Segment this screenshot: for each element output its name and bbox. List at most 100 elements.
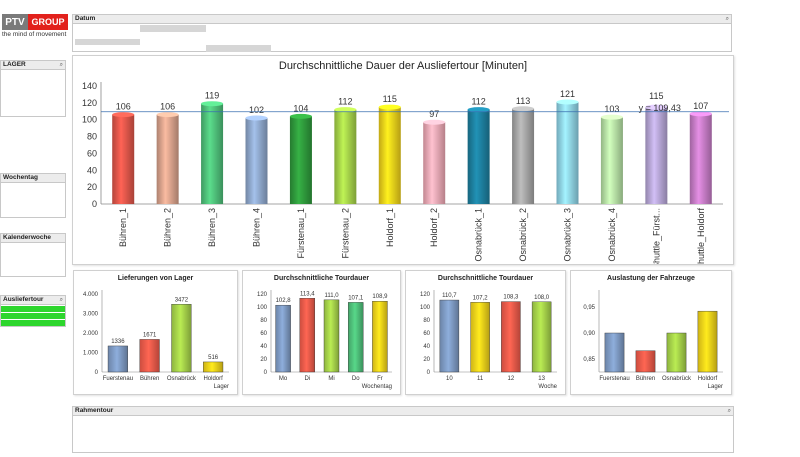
bar[interactable] <box>645 107 668 204</box>
bar[interactable] <box>107 345 128 373</box>
date-cell[interactable] <box>75 32 140 39</box>
bar[interactable] <box>203 361 224 373</box>
date-cell[interactable] <box>271 45 336 52</box>
date-cell[interactable] <box>533 45 598 52</box>
date-cell[interactable] <box>598 25 663 32</box>
bar[interactable] <box>666 332 687 373</box>
bar[interactable] <box>201 103 224 204</box>
rahmentour-item[interactable] <box>623 445 733 452</box>
rahmentour-item[interactable] <box>183 438 293 445</box>
date-cell[interactable] <box>271 39 336 46</box>
date-cell[interactable] <box>402 32 467 39</box>
date-cell[interactable] <box>598 45 663 52</box>
rahmentour-item[interactable] <box>293 438 403 445</box>
date-cell[interactable] <box>402 45 467 52</box>
rahmentour-item[interactable] <box>623 431 733 438</box>
date-cell[interactable] <box>664 25 729 32</box>
date-cell[interactable] <box>75 25 140 32</box>
rahmentour-item[interactable] <box>183 445 293 452</box>
lager-listbox[interactable]: LAGER ⌕ <box>0 60 66 117</box>
date-cell[interactable] <box>598 39 663 46</box>
date-cell[interactable] <box>337 32 402 39</box>
date-cell[interactable] <box>205 45 272 53</box>
bar[interactable] <box>556 102 579 204</box>
bar[interactable] <box>299 298 316 373</box>
rahmentour-item[interactable] <box>73 424 183 431</box>
bar[interactable] <box>334 109 357 204</box>
date-cell[interactable] <box>337 45 402 52</box>
kalenderwoche-listbox[interactable]: Kalenderwoche <box>0 233 66 277</box>
rahmentour-item[interactable] <box>513 445 623 452</box>
date-cell[interactable] <box>206 39 271 46</box>
rahmentour-item[interactable] <box>183 431 293 438</box>
bar[interactable] <box>439 299 460 373</box>
date-cell[interactable] <box>75 38 141 46</box>
ausliefertour-item[interactable] <box>1 320 65 326</box>
rahmentour-item[interactable] <box>623 417 733 424</box>
rahmentour-item[interactable] <box>623 438 733 445</box>
rahmentour-item[interactable] <box>513 424 623 431</box>
bar[interactable] <box>531 301 552 373</box>
rahmentour-item[interactable] <box>293 417 403 424</box>
date-cell[interactable] <box>402 25 467 32</box>
bar[interactable] <box>112 114 135 204</box>
date-cell[interactable] <box>598 32 663 39</box>
date-cell[interactable] <box>467 45 532 52</box>
date-cell[interactable] <box>533 32 598 39</box>
bar[interactable] <box>378 107 401 204</box>
date-cell[interactable] <box>402 39 467 46</box>
bar[interactable] <box>604 332 625 373</box>
bar[interactable] <box>245 118 268 204</box>
bar[interactable] <box>171 304 192 373</box>
bar[interactable] <box>139 339 160 373</box>
rahmentour-item[interactable] <box>73 445 183 452</box>
date-cell[interactable] <box>140 39 205 46</box>
bar[interactable] <box>635 350 656 373</box>
wochentag-listbox[interactable]: Wochentag <box>0 173 66 218</box>
rahmentour-item[interactable] <box>513 417 623 424</box>
rahmentour-item[interactable] <box>183 417 293 424</box>
rahmentour-item[interactable] <box>73 417 183 424</box>
rahmentour-item[interactable] <box>623 424 733 431</box>
date-cell[interactable] <box>337 25 402 32</box>
rahmentour-item[interactable] <box>403 445 513 452</box>
date-cell[interactable] <box>206 32 271 39</box>
bar[interactable] <box>501 301 521 373</box>
rahmentour-item[interactable] <box>73 431 183 438</box>
date-cell[interactable] <box>206 25 271 32</box>
date-cell[interactable] <box>533 25 598 32</box>
bar[interactable] <box>600 117 623 204</box>
bar[interactable] <box>512 108 535 204</box>
rahmentour-item[interactable] <box>73 438 183 445</box>
rahmentour-item[interactable] <box>403 431 513 438</box>
search-icon[interactable]: ⌕ <box>725 16 729 22</box>
date-cell[interactable] <box>271 32 336 39</box>
search-icon[interactable]: ⌕ <box>59 297 63 303</box>
date-cell[interactable] <box>75 45 140 52</box>
bar[interactable] <box>467 109 490 204</box>
rahmentour-item[interactable] <box>513 431 623 438</box>
date-cell[interactable] <box>664 39 729 46</box>
date-cell[interactable] <box>271 25 336 32</box>
datum-listbox[interactable]: Datum ⌕ <box>72 14 732 53</box>
search-icon[interactable]: ⌕ <box>59 62 63 68</box>
date-cell[interactable] <box>140 32 205 39</box>
date-cell[interactable] <box>664 32 729 39</box>
bar[interactable] <box>156 114 179 204</box>
bar[interactable] <box>275 304 291 373</box>
date-cell[interactable] <box>467 25 532 32</box>
bar[interactable] <box>323 299 340 373</box>
date-cell[interactable] <box>467 32 532 39</box>
rahmentour-item[interactable] <box>183 424 293 431</box>
bar[interactable] <box>289 116 312 204</box>
bar[interactable] <box>689 113 712 204</box>
date-cell[interactable] <box>337 39 402 46</box>
date-cell[interactable] <box>533 39 598 46</box>
bar[interactable] <box>347 302 364 373</box>
rahmentour-item[interactable] <box>513 438 623 445</box>
rahmentour-item[interactable] <box>293 424 403 431</box>
date-cell[interactable] <box>664 45 729 52</box>
rahmentour-item[interactable] <box>293 431 403 438</box>
rahmentour-item[interactable] <box>403 424 513 431</box>
date-cell[interactable] <box>140 25 206 32</box>
